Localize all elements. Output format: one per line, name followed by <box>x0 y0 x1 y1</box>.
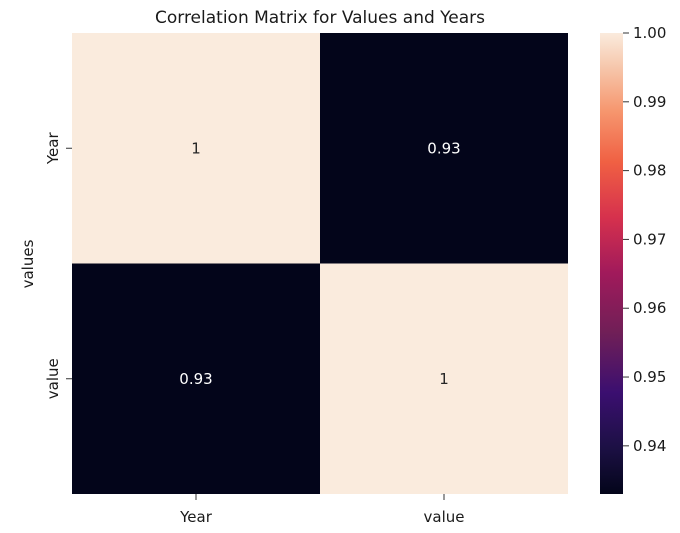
heatmap-cell-0-1 <box>320 33 568 264</box>
y-tick-label-1: value <box>44 358 62 399</box>
colorbar-ticks: 0.94 0.95 0.96 0.97 0.98 0.99 1.00 <box>623 24 666 455</box>
x-axis-ticks: Year value <box>179 494 464 526</box>
colorbar-tick-label-0: 0.94 <box>633 437 666 455</box>
cell-label-0-1: 0.93 <box>427 139 460 157</box>
x-tick-label-1: value <box>424 508 465 526</box>
colorbar-tick-label-5: 0.99 <box>633 93 666 111</box>
x-tick-label-0: Year <box>179 508 213 526</box>
colorbar-tick-label-1: 0.95 <box>633 368 666 386</box>
heatmap-cells: 1 0.93 0.93 1 <box>72 33 568 494</box>
cell-label-0-0: 1 <box>191 139 201 157</box>
cell-label-1-1: 1 <box>439 370 449 388</box>
colorbar-tick-label-6: 1.00 <box>633 24 666 42</box>
heatmap-cell-0-0 <box>72 33 320 264</box>
y-axis-ticks: Year value <box>44 132 72 399</box>
heatmap-cell-1-1 <box>320 263 568 494</box>
heatmap-cell-1-0 <box>72 263 320 494</box>
colorbar-tick-label-4: 0.98 <box>633 162 666 180</box>
cell-label-1-0: 0.93 <box>179 370 212 388</box>
y-axis-label: values <box>19 239 37 288</box>
colorbar-tick-label-2: 0.96 <box>633 299 666 317</box>
y-tick-label-0: Year <box>44 132 62 166</box>
colorbar-tick-label-3: 0.97 <box>633 230 666 248</box>
colorbar <box>600 33 623 494</box>
chart-title: Correlation Matrix for Values and Years <box>155 8 485 28</box>
